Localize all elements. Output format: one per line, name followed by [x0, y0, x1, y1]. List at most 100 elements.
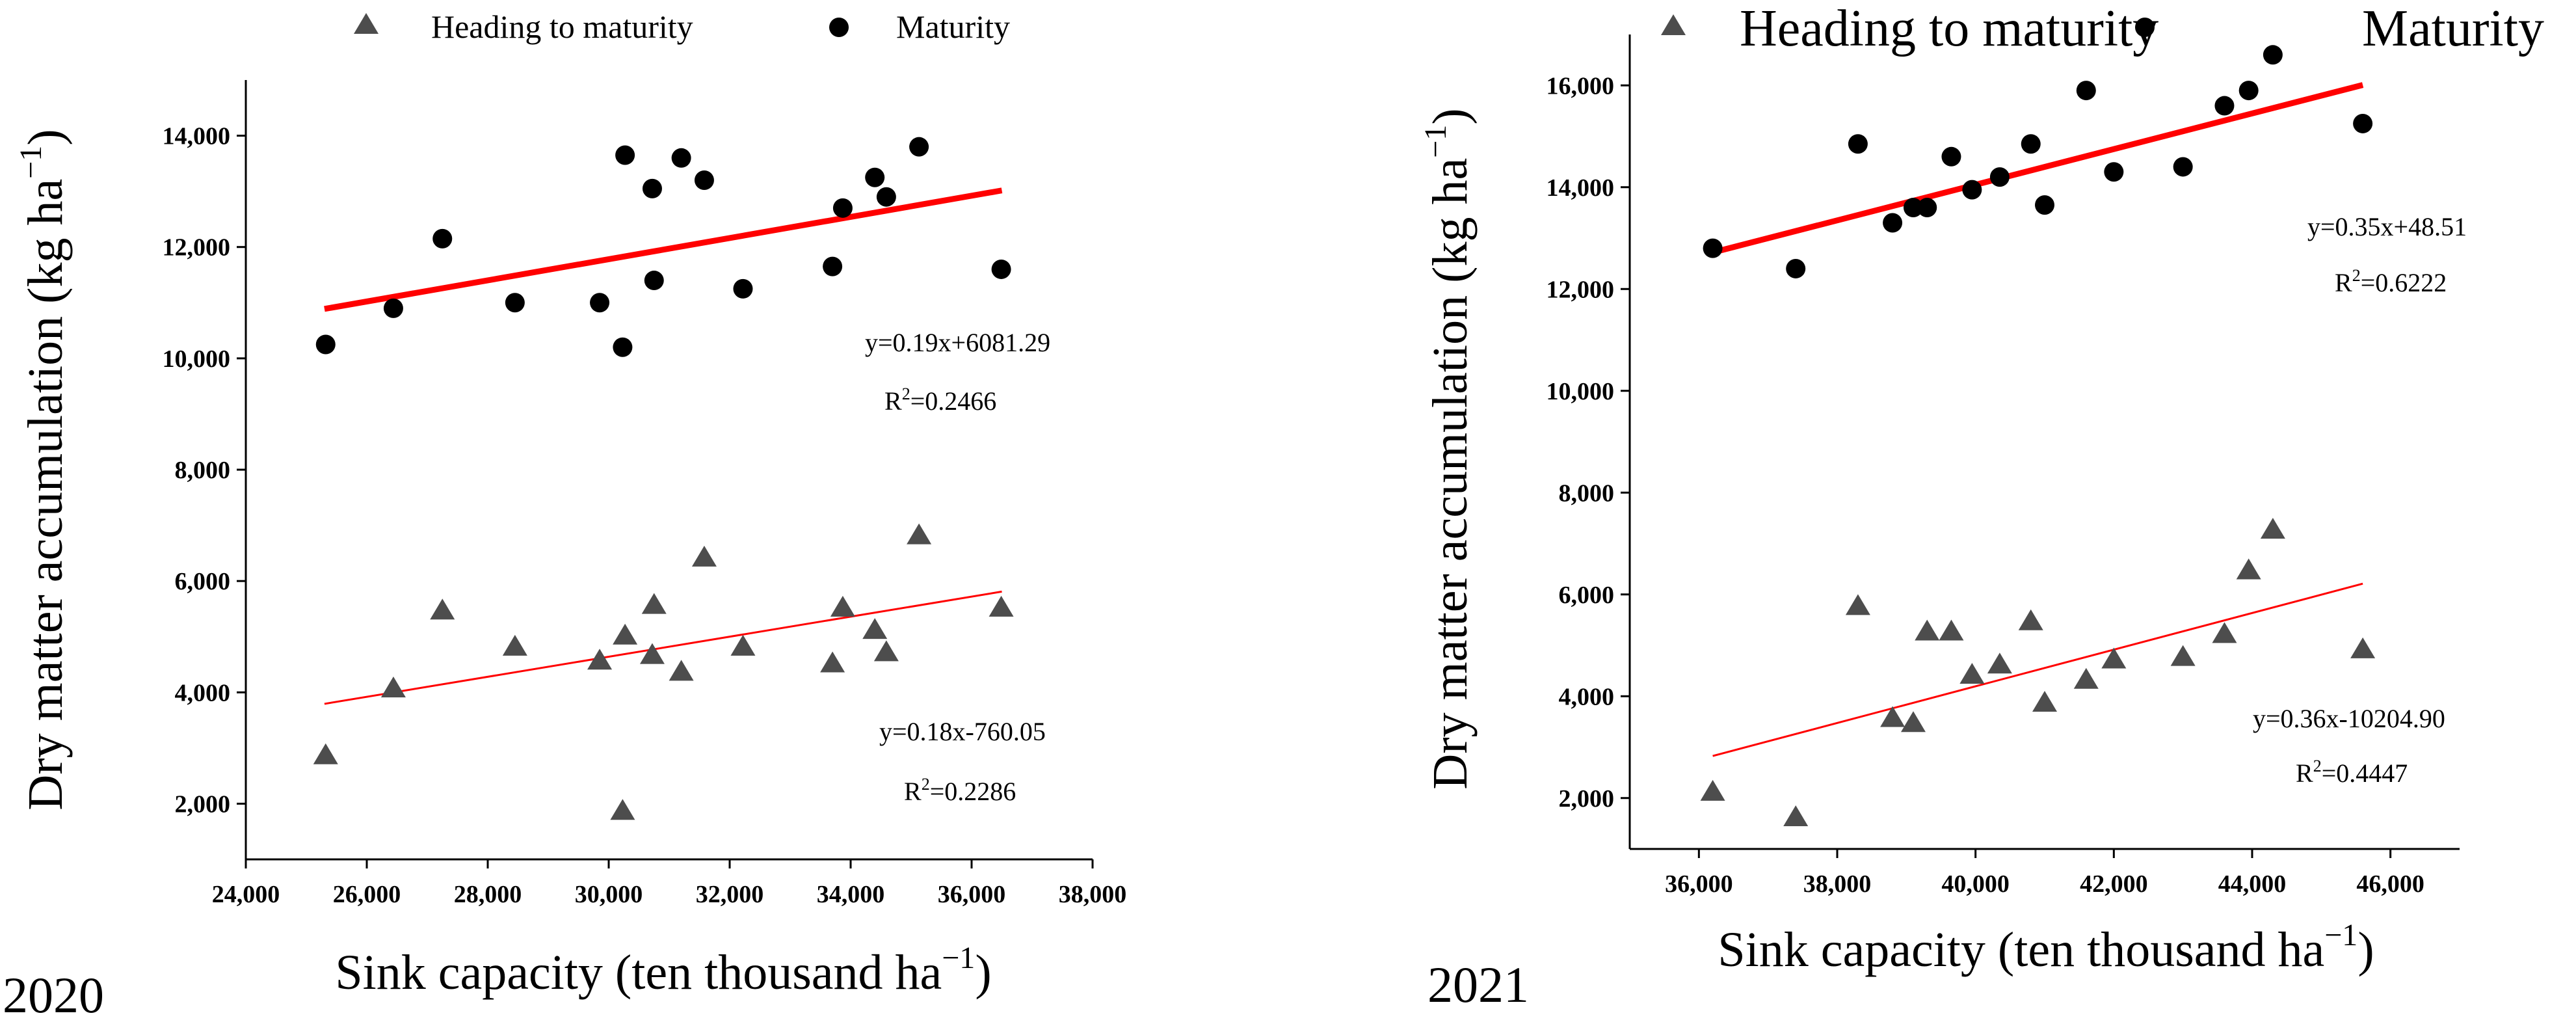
x-tick-label: 30,000 [575, 881, 643, 908]
data-point-heading [1915, 619, 1940, 641]
points-2021 [1700, 45, 2376, 827]
data-point-maturity [909, 137, 929, 157]
data-point-maturity [823, 256, 843, 276]
legend-marker-maturity [2135, 18, 2155, 37]
r2-superscript: 2 [2352, 266, 2361, 285]
data-point-maturity [613, 337, 633, 357]
data-point-heading [907, 523, 932, 545]
panel-label-2020: 2020 [3, 967, 104, 1022]
data-point-heading [641, 593, 667, 614]
x-title-sup: −1 [942, 941, 975, 975]
x-title-close: ) [975, 945, 991, 1000]
x-tick-label: 38,000 [1803, 870, 1872, 898]
y-tick-label: 10,000 [163, 345, 231, 373]
data-point-maturity [644, 271, 664, 291]
data-point-maturity [432, 228, 453, 249]
fit-line-heading [1712, 582, 2363, 757]
fit-line-maturity [1712, 82, 2364, 256]
legend-label-heading: Heading to maturity [431, 8, 693, 45]
data-point-heading [1939, 619, 1964, 641]
data-point-maturity [315, 334, 336, 355]
y-title-main: Dry matter accumulation (kg ha [1423, 158, 1478, 790]
data-point-heading [2018, 609, 2043, 630]
data-point-heading [639, 643, 665, 664]
x-ticks-2021: 36,000 38,000 40,000 42,000 44,000 46,000 [1665, 849, 2424, 898]
r2-value: =0.6222 [2361, 268, 2447, 297]
legend-marker-heading [1661, 14, 1686, 35]
r2-prefix: R [904, 777, 922, 806]
data-point-heading [691, 545, 717, 567]
data-point-maturity [2104, 162, 2124, 182]
data-point-maturity [383, 298, 403, 318]
data-point-maturity [2076, 81, 2096, 101]
equation-maturity-2021: y=0.35x+48.51 [2307, 212, 2467, 241]
data-point-maturity [1848, 134, 1868, 154]
y-title-close: ) [18, 129, 73, 145]
x-title-main: Sink capacity (ten thousand ha [1718, 922, 2324, 977]
data-point-heading [1900, 711, 1926, 733]
legend-label-heading: Heading to maturity [1740, 0, 2158, 57]
x-tick-label: 46,000 [2356, 870, 2424, 898]
data-point-heading [2101, 647, 2127, 669]
y-tick-label: 14,000 [1547, 174, 1615, 202]
data-point-heading [2032, 690, 2057, 712]
equation-heading-2020: y=0.18x-760.05 [879, 717, 1046, 746]
data-point-maturity [991, 259, 1011, 279]
fit-lines-2021 [1712, 82, 2364, 757]
y-axis-title-2020: Dry matter accumulation (kg ha−1) [14, 129, 73, 810]
data-point-heading [1959, 662, 1985, 684]
x-tick-label: 42,000 [2080, 870, 2148, 898]
r2-prefix: R [2335, 268, 2352, 297]
y-axis-title-2021: Dry matter accumulation (kg ha−1) [1418, 108, 1478, 789]
y-tick-label: 4,000 [1559, 683, 1615, 710]
r2-superscript: 2 [902, 384, 910, 403]
chart-2021: Heading to maturity Maturity 2,000 4,000 6… [1418, 0, 2544, 1013]
data-point-maturity [1989, 167, 2010, 187]
data-point-heading [610, 799, 635, 820]
data-point-maturity [2238, 81, 2259, 101]
r2-prefix: R [884, 386, 902, 416]
r2-superscript: 2 [922, 775, 930, 794]
legend-2020: Heading to maturity Maturity [354, 8, 1010, 45]
legend-marker-heading [354, 13, 378, 34]
equation-heading-2021: y=0.36x-10204.90 [2253, 704, 2445, 733]
x-title-close: ) [2357, 922, 2374, 977]
x-tick-label: 44,000 [2218, 870, 2287, 898]
data-point-maturity [876, 187, 896, 207]
data-point-maturity [694, 170, 714, 191]
x-tick-label: 32,000 [696, 881, 764, 908]
r2-value: =0.4447 [2322, 759, 2408, 788]
data-point-maturity [1883, 213, 1903, 233]
data-point-maturity [2173, 157, 2193, 177]
y-tick-label: 6,000 [175, 568, 231, 595]
data-point-maturity [2263, 45, 2283, 65]
r2-value: =0.2466 [910, 386, 997, 416]
r2-heading-2021: R2=0.4447 [2296, 757, 2408, 788]
data-point-maturity [832, 198, 853, 218]
r2-heading-2020: R2=0.2286 [904, 775, 1016, 806]
data-point-maturity [1962, 180, 1982, 200]
x-title-sup: −1 [2324, 918, 2357, 952]
data-point-heading [2260, 517, 2285, 539]
data-point-heading [587, 649, 613, 670]
y-title-main: Dry matter accumulation (kg ha [18, 179, 73, 811]
data-point-maturity [1786, 258, 1806, 278]
data-point-heading [613, 623, 638, 645]
x-tick-label: 26,000 [333, 881, 401, 908]
x-tick-label: 34,000 [817, 881, 885, 908]
data-point-heading [430, 598, 455, 620]
y-tick-label: 16,000 [1547, 72, 1615, 100]
y-tick-label: 14,000 [163, 123, 231, 150]
y-title-close: ) [1423, 108, 1478, 124]
y-tick-label: 8,000 [175, 457, 231, 484]
data-point-heading [2350, 637, 2376, 658]
equation-maturity-2020: y=0.19x+6081.29 [865, 328, 1050, 357]
data-point-heading [380, 677, 406, 698]
data-point-maturity [2214, 96, 2235, 116]
y-tick-label: 6,000 [1559, 582, 1615, 609]
data-point-heading [669, 660, 694, 681]
panel-label-2021: 2021 [1427, 956, 1529, 1013]
y-tick-label: 8,000 [1559, 479, 1615, 507]
data-point-heading [730, 634, 756, 656]
